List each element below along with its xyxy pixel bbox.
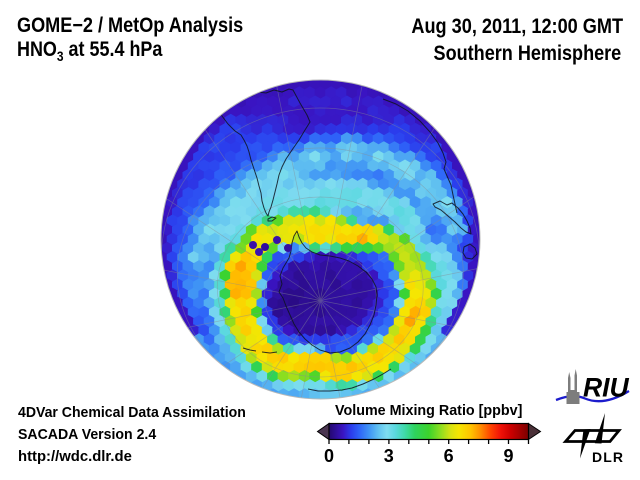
svg-text:DLR: DLR: [592, 449, 624, 465]
svg-text:RIU: RIU: [583, 373, 630, 403]
